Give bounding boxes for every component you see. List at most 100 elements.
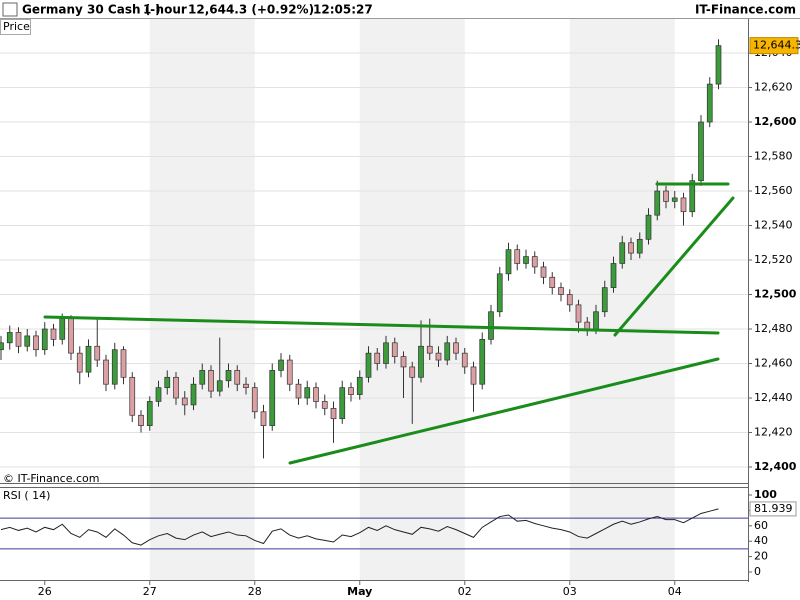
candle-body [208,370,214,392]
candle-body [59,318,66,340]
candle-body [374,352,381,364]
candle-body [426,345,433,354]
candle-body [15,332,22,347]
watermark: © IT-Finance.com [3,472,100,485]
candle-body [120,349,127,378]
candle-body [278,359,284,371]
candle-body [593,311,599,330]
x-tick-label: 02 [458,585,472,598]
x-tick-label: 28 [248,585,262,598]
candle-body [85,345,92,373]
candle-body [33,335,39,351]
y-tick-label: 12,540 [754,219,793,232]
trend-line [288,357,720,465]
candle-body [610,263,617,288]
candle-body [706,83,713,123]
candle-body [514,249,521,264]
y-tick-label: 12,480 [754,322,793,335]
candle-body [435,352,442,361]
candle-body [0,342,4,351]
candle-body [409,366,416,378]
day-band [359,19,465,580]
candle-body [155,387,162,402]
rsi-value-box [749,501,797,517]
candle-body [321,401,328,409]
rsi-line [0,508,719,546]
candle-body [453,342,459,354]
candle-body [138,414,144,426]
rsi-value-label: 81.939 [754,502,793,515]
candle-body [391,342,398,357]
x-tick-label: 03 [563,585,577,598]
candle-body [531,256,538,268]
candle-body [286,359,293,385]
trend-line [43,315,720,335]
y-tick-label: 40 [754,534,768,547]
candle-body [339,387,346,420]
candle-body [619,242,626,264]
candle-body [173,376,179,399]
candle-body [383,342,389,364]
day-band [569,19,675,580]
y-tick-label: 12,460 [754,357,793,370]
candle-body [549,276,556,288]
x-tick-label: 04 [668,585,682,598]
x-tick-label: 26 [38,585,52,598]
candle-body [645,214,652,240]
candle-body [24,335,31,347]
day-band [149,19,255,580]
x-tick-label: May [347,585,372,598]
candle-body [190,383,197,406]
rsi-panel-label: RSI ( 14) [3,489,50,502]
candle-body [584,321,591,330]
candle-body [479,339,486,385]
day-bands [149,19,675,580]
y-tick-label: 12,440 [754,391,793,404]
candle-body [68,318,74,354]
candle-body [654,190,661,216]
trend-line [613,196,735,337]
candle-body [234,370,241,385]
candle-body [680,197,687,213]
candle-body [540,266,547,278]
candle-body [356,376,363,395]
instrument: Germany 30 Cash (-) [22,3,161,17]
plot: 26 27 28 May 02 03 04 12,400 12,420 12,440 12,460 1… [0,37,800,598]
candle-body [461,352,468,368]
candle-body [41,328,48,351]
candle-body [164,376,171,389]
candle-body [111,349,118,385]
last-price-label: 12,644.3 [753,39,800,52]
brand: IT-Finance.com [695,3,796,17]
candle-body [601,287,608,313]
candle-body [269,370,276,426]
y-tick-label: 12,620 [754,81,793,94]
candle-body [295,383,302,399]
menu-icon[interactable] [2,2,18,17]
candle-body [348,387,354,395]
candle-body [444,342,451,361]
y-tick-label: 12,580 [754,150,793,163]
candle-body [715,45,722,85]
candle-body [6,332,13,344]
quote: 12,644.3 (+0.92%) [188,3,314,17]
candle-body [558,287,564,295]
y-tick-label: 12,560 [754,184,793,197]
candle-body [129,376,136,416]
candle-body [103,359,109,385]
candle-body [400,356,407,368]
candle-body [575,304,582,323]
candle-body [698,121,704,182]
time: 12:05:27 [313,3,373,17]
candle-body [523,256,529,264]
candle-body [505,249,512,275]
y-tick-label: 12,420 [754,425,793,438]
candle-body [671,197,678,202]
candle-body [181,397,188,406]
candle-body [636,238,643,254]
interval: 1 hour [143,3,187,17]
candle-body [470,366,477,385]
candle-body [260,411,267,426]
y-tick-label: 12,500 [754,288,797,301]
